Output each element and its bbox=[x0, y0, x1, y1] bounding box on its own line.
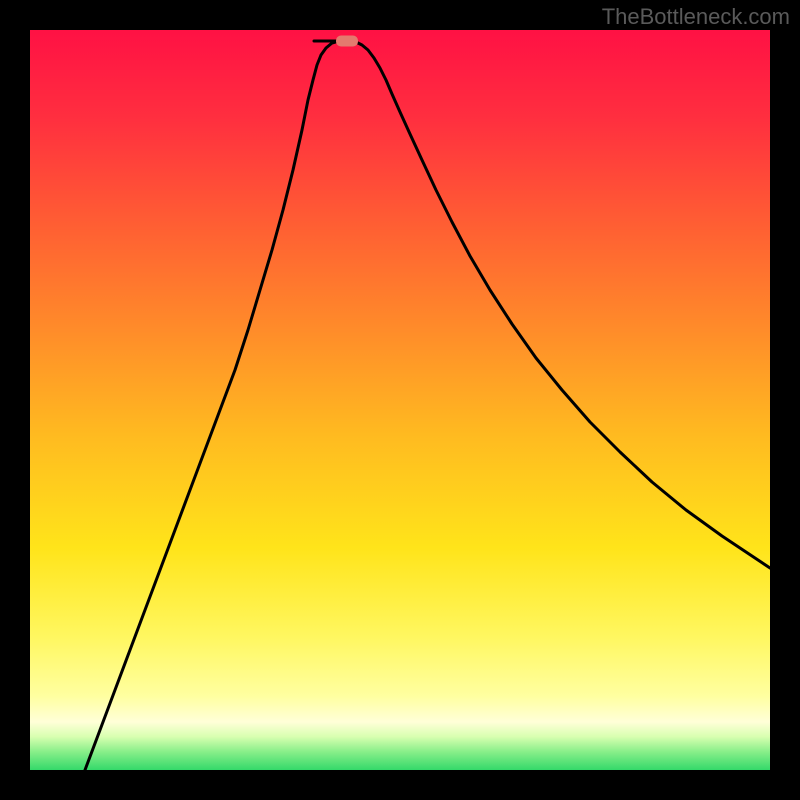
bottleneck-chart bbox=[0, 0, 800, 800]
plot-background bbox=[30, 30, 770, 770]
optimal-marker bbox=[336, 36, 358, 47]
chart-container: TheBottleneck.com bbox=[0, 0, 800, 800]
watermark-text: TheBottleneck.com bbox=[602, 4, 790, 30]
